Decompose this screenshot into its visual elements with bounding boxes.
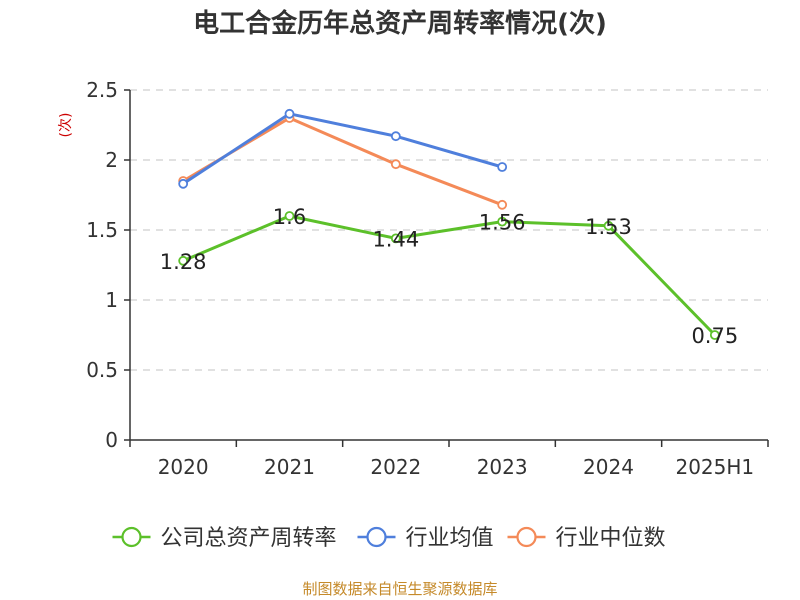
series-1-point[interactable] [178, 178, 189, 189]
y-tick-label: 2 [105, 148, 118, 172]
series-1-point[interactable] [284, 108, 295, 119]
series-2-point[interactable] [497, 199, 508, 210]
x-tick-label: 2023 [477, 455, 528, 479]
legend-label: 行业中位数 [556, 526, 666, 551]
legend[interactable]: 公司总资产周转率 行业均值 行业中位数 [112, 526, 666, 551]
data-label: 1.6 [273, 205, 306, 229]
legend-marker-icon [516, 526, 537, 548]
x-tick-label: 2024 [583, 455, 634, 479]
series-0-point[interactable] [284, 211, 295, 221]
y-tick-label: 1.5 [86, 218, 118, 242]
x-tick-label: 2021 [264, 455, 315, 479]
data-source-note: 制图数据来自恒生聚源数据库 [302, 580, 497, 598]
legend-label: 行业均值 [406, 526, 494, 551]
series-1-point[interactable] [497, 162, 508, 172]
legend-marker-icon [366, 526, 387, 548]
y-tick-label: 2.5 [86, 78, 118, 102]
data-label: 0.75 [691, 324, 738, 348]
y-tick-label: 0 [105, 428, 118, 452]
y-axis-unit-label: (次) [58, 113, 74, 138]
data-label: 1.28 [160, 250, 207, 274]
series-0-point[interactable] [497, 216, 508, 227]
series-line-1 [182, 112, 503, 186]
x-tick-label: 2020 [158, 455, 209, 479]
legend-item-1[interactable]: 行业均值 [357, 526, 494, 551]
axes: 0 0.5 1 1.5 2 2.5 2020 2021 2022 2023 2024 2025H1 [86, 78, 769, 479]
legend-marker-icon [121, 526, 142, 548]
series-line-0 [182, 214, 716, 337]
data-label: 1.53 [585, 215, 632, 239]
series-0-point[interactable] [178, 255, 189, 266]
data-labels: 1.28 1.6 1.44 1.56 1.53 0.75 [160, 205, 738, 348]
y-tick-label: 1 [105, 288, 118, 312]
data-label: 1.44 [372, 227, 419, 251]
series-0-point[interactable] [603, 220, 614, 231]
series-line-2 [182, 116, 503, 207]
series-0-point[interactable] [390, 233, 401, 244]
series-2-point[interactable] [390, 159, 401, 170]
series-0-point[interactable] [709, 330, 720, 340]
x-tick-label: 2025H1 [675, 455, 754, 479]
chart-title: 电工合金历年总资产周转率情况(次) [193, 8, 607, 39]
series-1-point[interactable] [390, 131, 401, 142]
legend-item-0[interactable]: 公司总资产周转率 [112, 526, 337, 551]
data-label: 1.56 [479, 211, 526, 235]
series-lines [178, 108, 720, 340]
legend-label: 公司总资产周转率 [161, 526, 337, 551]
x-tick-label: 2022 [370, 455, 421, 479]
y-tick-label: 0.5 [86, 358, 118, 382]
legend-item-2[interactable]: 行业中位数 [507, 526, 666, 551]
